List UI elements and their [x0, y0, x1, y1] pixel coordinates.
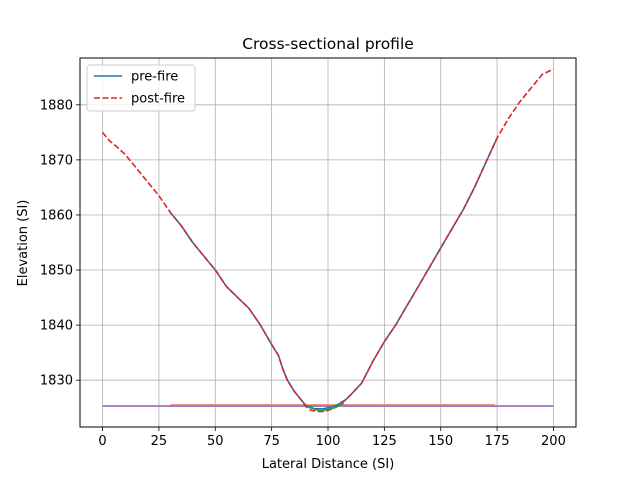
legend-label-pre-fire: pre-fire — [131, 70, 178, 85]
x-tick-label: 25 — [151, 434, 168, 449]
y-tick-label: 1830 — [40, 374, 73, 389]
x-tick-label: 175 — [485, 434, 510, 449]
x-tick-label: 150 — [428, 434, 453, 449]
y-tick-label: 1850 — [40, 264, 73, 279]
x-tick-label: 100 — [316, 434, 341, 449]
x-tick-label: 125 — [372, 434, 397, 449]
ticks: 0 25 50 75 100 125 150 175 200 1830 1840 1850 1860 18… — [40, 98, 566, 449]
x-tick-label: 50 — [207, 434, 224, 449]
y-tick-label: 1840 — [40, 319, 73, 334]
y-tick-label: 1880 — [40, 98, 73, 113]
x-tick-label: 75 — [263, 434, 280, 449]
plot-area — [101, 68, 554, 413]
y-tick-label: 1870 — [40, 153, 73, 168]
grid — [80, 58, 576, 427]
x-tick-label: 200 — [541, 434, 566, 449]
x-axis-label: Lateral Distance (SI) — [262, 457, 395, 472]
x-tick-label: 0 — [98, 434, 106, 449]
legend: pre-fire post-fire — [86, 64, 196, 112]
y-axis-label: Elevation (SI) — [16, 200, 31, 287]
legend-label-post-fire: post-fire — [131, 92, 185, 107]
chart-title: Cross-sectional profile — [242, 35, 414, 53]
series-line-series-2 — [309, 402, 345, 412]
series-line-post-fire — [101, 68, 554, 413]
y-tick-label: 1860 — [40, 208, 73, 223]
